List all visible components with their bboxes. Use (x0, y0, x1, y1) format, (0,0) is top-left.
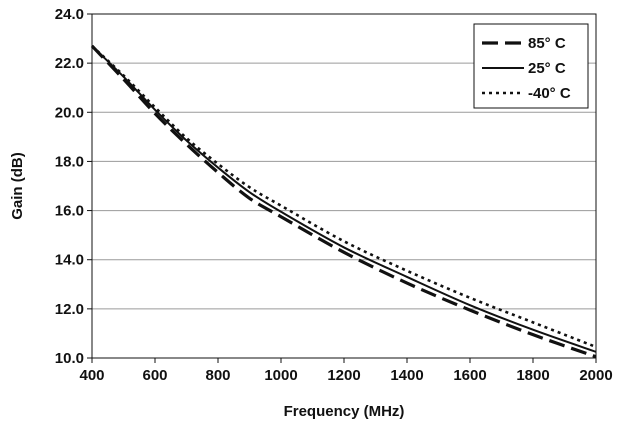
x-tick-label: 1000 (264, 367, 297, 384)
legend: 85° C 25° C -40° C (473, 23, 589, 109)
series-line-2 (91, 45, 597, 353)
x-tick-label: 2000 (579, 367, 612, 384)
legend-box (473, 23, 589, 109)
x-tick-label: 800 (205, 367, 230, 384)
x-axis-title: Frequency (MHz) (284, 403, 405, 420)
y-tick-label: 14.0 (55, 252, 84, 269)
legend-label: 85° C (528, 35, 566, 52)
series-line-1 (90, 44, 597, 359)
series-line-3 (91, 44, 597, 349)
y-tick-label: 16.0 (55, 203, 84, 220)
y-tick-label: 22.0 (55, 55, 84, 72)
y-axis-ticks: 10.0 12.0 14.0 16.0 18.0 20.0 22.0 24.0 (55, 6, 92, 367)
x-tick-label: 400 (79, 367, 104, 384)
legend-label: 25° C (528, 60, 566, 77)
x-axis-ticks: 400 600 800 1000 1200 1400 1600 1800 2000 (79, 358, 613, 384)
x-tick-label: 1800 (516, 367, 549, 384)
legend-label: -40° C (528, 85, 571, 102)
x-tick-label: 1200 (327, 367, 360, 384)
y-tick-label: 10.0 (55, 350, 84, 367)
x-tick-label: 1600 (453, 367, 486, 384)
y-tick-label: 20.0 (55, 104, 84, 121)
x-tick-label: 1400 (390, 367, 423, 384)
y-tick-label: 18.0 (55, 153, 84, 170)
x-tick-label: 600 (142, 367, 167, 384)
series-lines (90, 44, 597, 359)
y-tick-label: 24.0 (55, 6, 84, 23)
y-tick-label: 12.0 (55, 301, 84, 318)
y-axis-title: Gain (dB) (9, 152, 26, 220)
